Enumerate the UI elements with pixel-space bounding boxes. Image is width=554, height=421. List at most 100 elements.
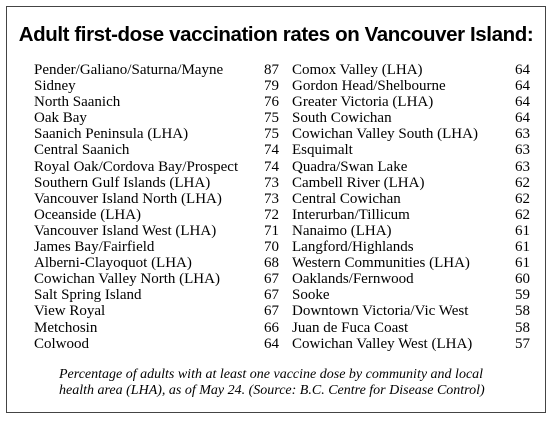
- caption-line: health area (LHA), as of May 24. (Source…: [59, 383, 485, 398]
- community-name: Greater Victoria (LHA): [292, 94, 434, 111]
- table-row: Sooke 59: [292, 287, 530, 303]
- community-name: Royal Oak/Cordova Bay/Prospect: [34, 158, 239, 175]
- community-name: Oceanside (LHA): [34, 206, 142, 223]
- community-name: Metchosin: [34, 319, 98, 336]
- left-column: Pender/Galiano/Saturna/Mayne 87 Sidney 79 No…: [34, 62, 279, 352]
- table-row: Vancouver Island North (LHA) 73: [34, 191, 279, 207]
- vaccination-rate: 64: [264, 335, 279, 352]
- vaccination-rate: 79: [264, 78, 279, 95]
- table-row: Oaklands/Fernwood 60: [292, 271, 530, 287]
- community-name: Interurban/Tillicum: [292, 206, 410, 223]
- table-row: Metchosin 66: [34, 320, 279, 336]
- table-row: Comox Valley (LHA) 64: [292, 62, 530, 78]
- community-name: Comox Valley (LHA): [292, 62, 423, 78]
- vaccination-rate: 57: [515, 335, 530, 352]
- table-row: Downtown Victoria/Vic West 58: [292, 303, 530, 319]
- community-name: Central Cowichan: [292, 190, 401, 207]
- vaccination-rate: 58: [515, 303, 530, 320]
- vaccination-rate: 62: [515, 174, 530, 191]
- table-row: Juan de Fuca Coast 58: [292, 320, 530, 336]
- table-frame: Adult first-dose vaccination rates on Va…: [6, 6, 546, 413]
- community-name: Quadra/Swan Lake: [292, 158, 408, 175]
- community-name: Vancouver Island North (LHA): [34, 190, 222, 207]
- community-name: Pender/Galiano/Saturna/Mayne: [34, 62, 224, 78]
- table-row: Western Communities (LHA) 61: [292, 255, 530, 271]
- community-name: Western Communities (LHA): [292, 255, 470, 272]
- community-name: Vancouver Island West (LHA): [34, 222, 217, 239]
- table-row: Esquimalt 63: [292, 142, 530, 158]
- community-name: Sidney: [34, 78, 76, 95]
- vaccination-rate: 73: [264, 174, 279, 191]
- table-row: Sidney 79: [34, 78, 279, 94]
- table-row: Pender/Galiano/Saturna/Mayne 87: [34, 62, 279, 78]
- vaccination-rate: 75: [264, 110, 279, 127]
- vaccination-rate: 60: [515, 271, 530, 288]
- table-row: Salt Spring Island 67: [34, 287, 279, 303]
- vaccination-rate: 61: [515, 255, 530, 272]
- vaccination-rate: 67: [264, 287, 279, 304]
- table-row: Langford/Highlands 61: [292, 239, 530, 255]
- table-row: Oceanside (LHA) 72: [34, 207, 279, 223]
- community-name: Downtown Victoria/Vic West: [292, 303, 469, 320]
- vaccination-rate: 74: [264, 158, 279, 175]
- community-name: Langford/Highlands: [292, 239, 414, 256]
- table-row: Cowichan Valley West (LHA) 57: [292, 336, 530, 352]
- vaccination-rate: 58: [515, 319, 530, 336]
- table-row: View Royal 67: [34, 303, 279, 319]
- vaccination-rate: 61: [515, 239, 530, 256]
- community-name: James Bay/Fairfield: [34, 239, 155, 256]
- vaccination-rate: 63: [515, 158, 530, 175]
- community-name: Oak Bay: [34, 110, 87, 127]
- table-row: Alberni-Clayoquot (LHA) 68: [34, 255, 279, 271]
- page-title: Adult first-dose vaccination rates on Va…: [18, 23, 534, 46]
- vaccination-rate: 87: [264, 62, 279, 78]
- vaccination-rate: 75: [264, 126, 279, 143]
- community-name: Cowichan Valley South (LHA): [292, 126, 478, 143]
- community-name: Cowichan Valley West (LHA): [292, 335, 473, 352]
- vaccination-rate: 64: [515, 110, 530, 127]
- table-row: Royal Oak/Cordova Bay/Prospect 74: [34, 159, 279, 175]
- community-name: Central Saanich: [34, 142, 130, 159]
- caption: Percentage of adults with at least one v…: [59, 367, 529, 399]
- table-row: Cowichan Valley South (LHA) 63: [292, 126, 530, 142]
- vaccination-rate: 59: [515, 287, 530, 304]
- vaccination-rate: 74: [264, 142, 279, 159]
- community-name: Cowichan Valley North (LHA): [34, 271, 220, 288]
- community-name: Juan de Fuca Coast: [292, 319, 409, 336]
- table-row: Quadra/Swan Lake 63: [292, 159, 530, 175]
- caption-line: Percentage of adults with at least one v…: [59, 367, 484, 382]
- vaccination-rate: 71: [264, 222, 279, 239]
- vaccination-rate: 63: [515, 142, 530, 159]
- table-row: Cambell River (LHA) 62: [292, 175, 530, 191]
- vaccination-rate: 76: [264, 94, 279, 111]
- community-name: Oaklands/Fernwood: [292, 271, 414, 288]
- table-row: Central Saanich 74: [34, 142, 279, 158]
- table-row: Gordon Head/Shelbourne 64: [292, 78, 530, 94]
- table-row: Oak Bay 75: [34, 110, 279, 126]
- community-name: Esquimalt: [292, 142, 353, 159]
- vaccination-rate: 68: [264, 255, 279, 272]
- table-row: Interurban/Tillicum 62: [292, 207, 530, 223]
- vaccination-rate: 61: [515, 222, 530, 239]
- community-name: View Royal: [34, 303, 106, 320]
- community-name: Alberni-Clayoquot (LHA): [34, 255, 192, 272]
- vaccination-rate: 62: [515, 190, 530, 207]
- right-column: Comox Valley (LHA) 64 Gordon Head/Shelbour…: [292, 62, 530, 352]
- community-name: Gordon Head/Shelbourne: [292, 78, 446, 95]
- table-row: Nanaimo (LHA) 61: [292, 223, 530, 239]
- table-row: Central Cowichan 62: [292, 191, 530, 207]
- vaccination-rate: 73: [264, 190, 279, 207]
- table-row: Colwood 64: [34, 336, 279, 352]
- table-row: South Cowichan 64: [292, 110, 530, 126]
- vaccination-rate: 62: [515, 206, 530, 223]
- vaccination-rate: 72: [264, 206, 279, 223]
- community-name: Southern Gulf Islands (LHA): [34, 174, 211, 191]
- vaccination-rate: 64: [515, 94, 530, 111]
- table-row: Greater Victoria (LHA) 64: [292, 94, 530, 110]
- vaccination-rate: 66: [264, 319, 279, 336]
- community-name: Cambell River (LHA): [292, 174, 425, 191]
- community-name: Salt Spring Island: [34, 287, 142, 304]
- vaccination-rate: 70: [264, 239, 279, 256]
- vaccination-rate: 67: [264, 303, 279, 320]
- community-name: Colwood: [34, 335, 90, 352]
